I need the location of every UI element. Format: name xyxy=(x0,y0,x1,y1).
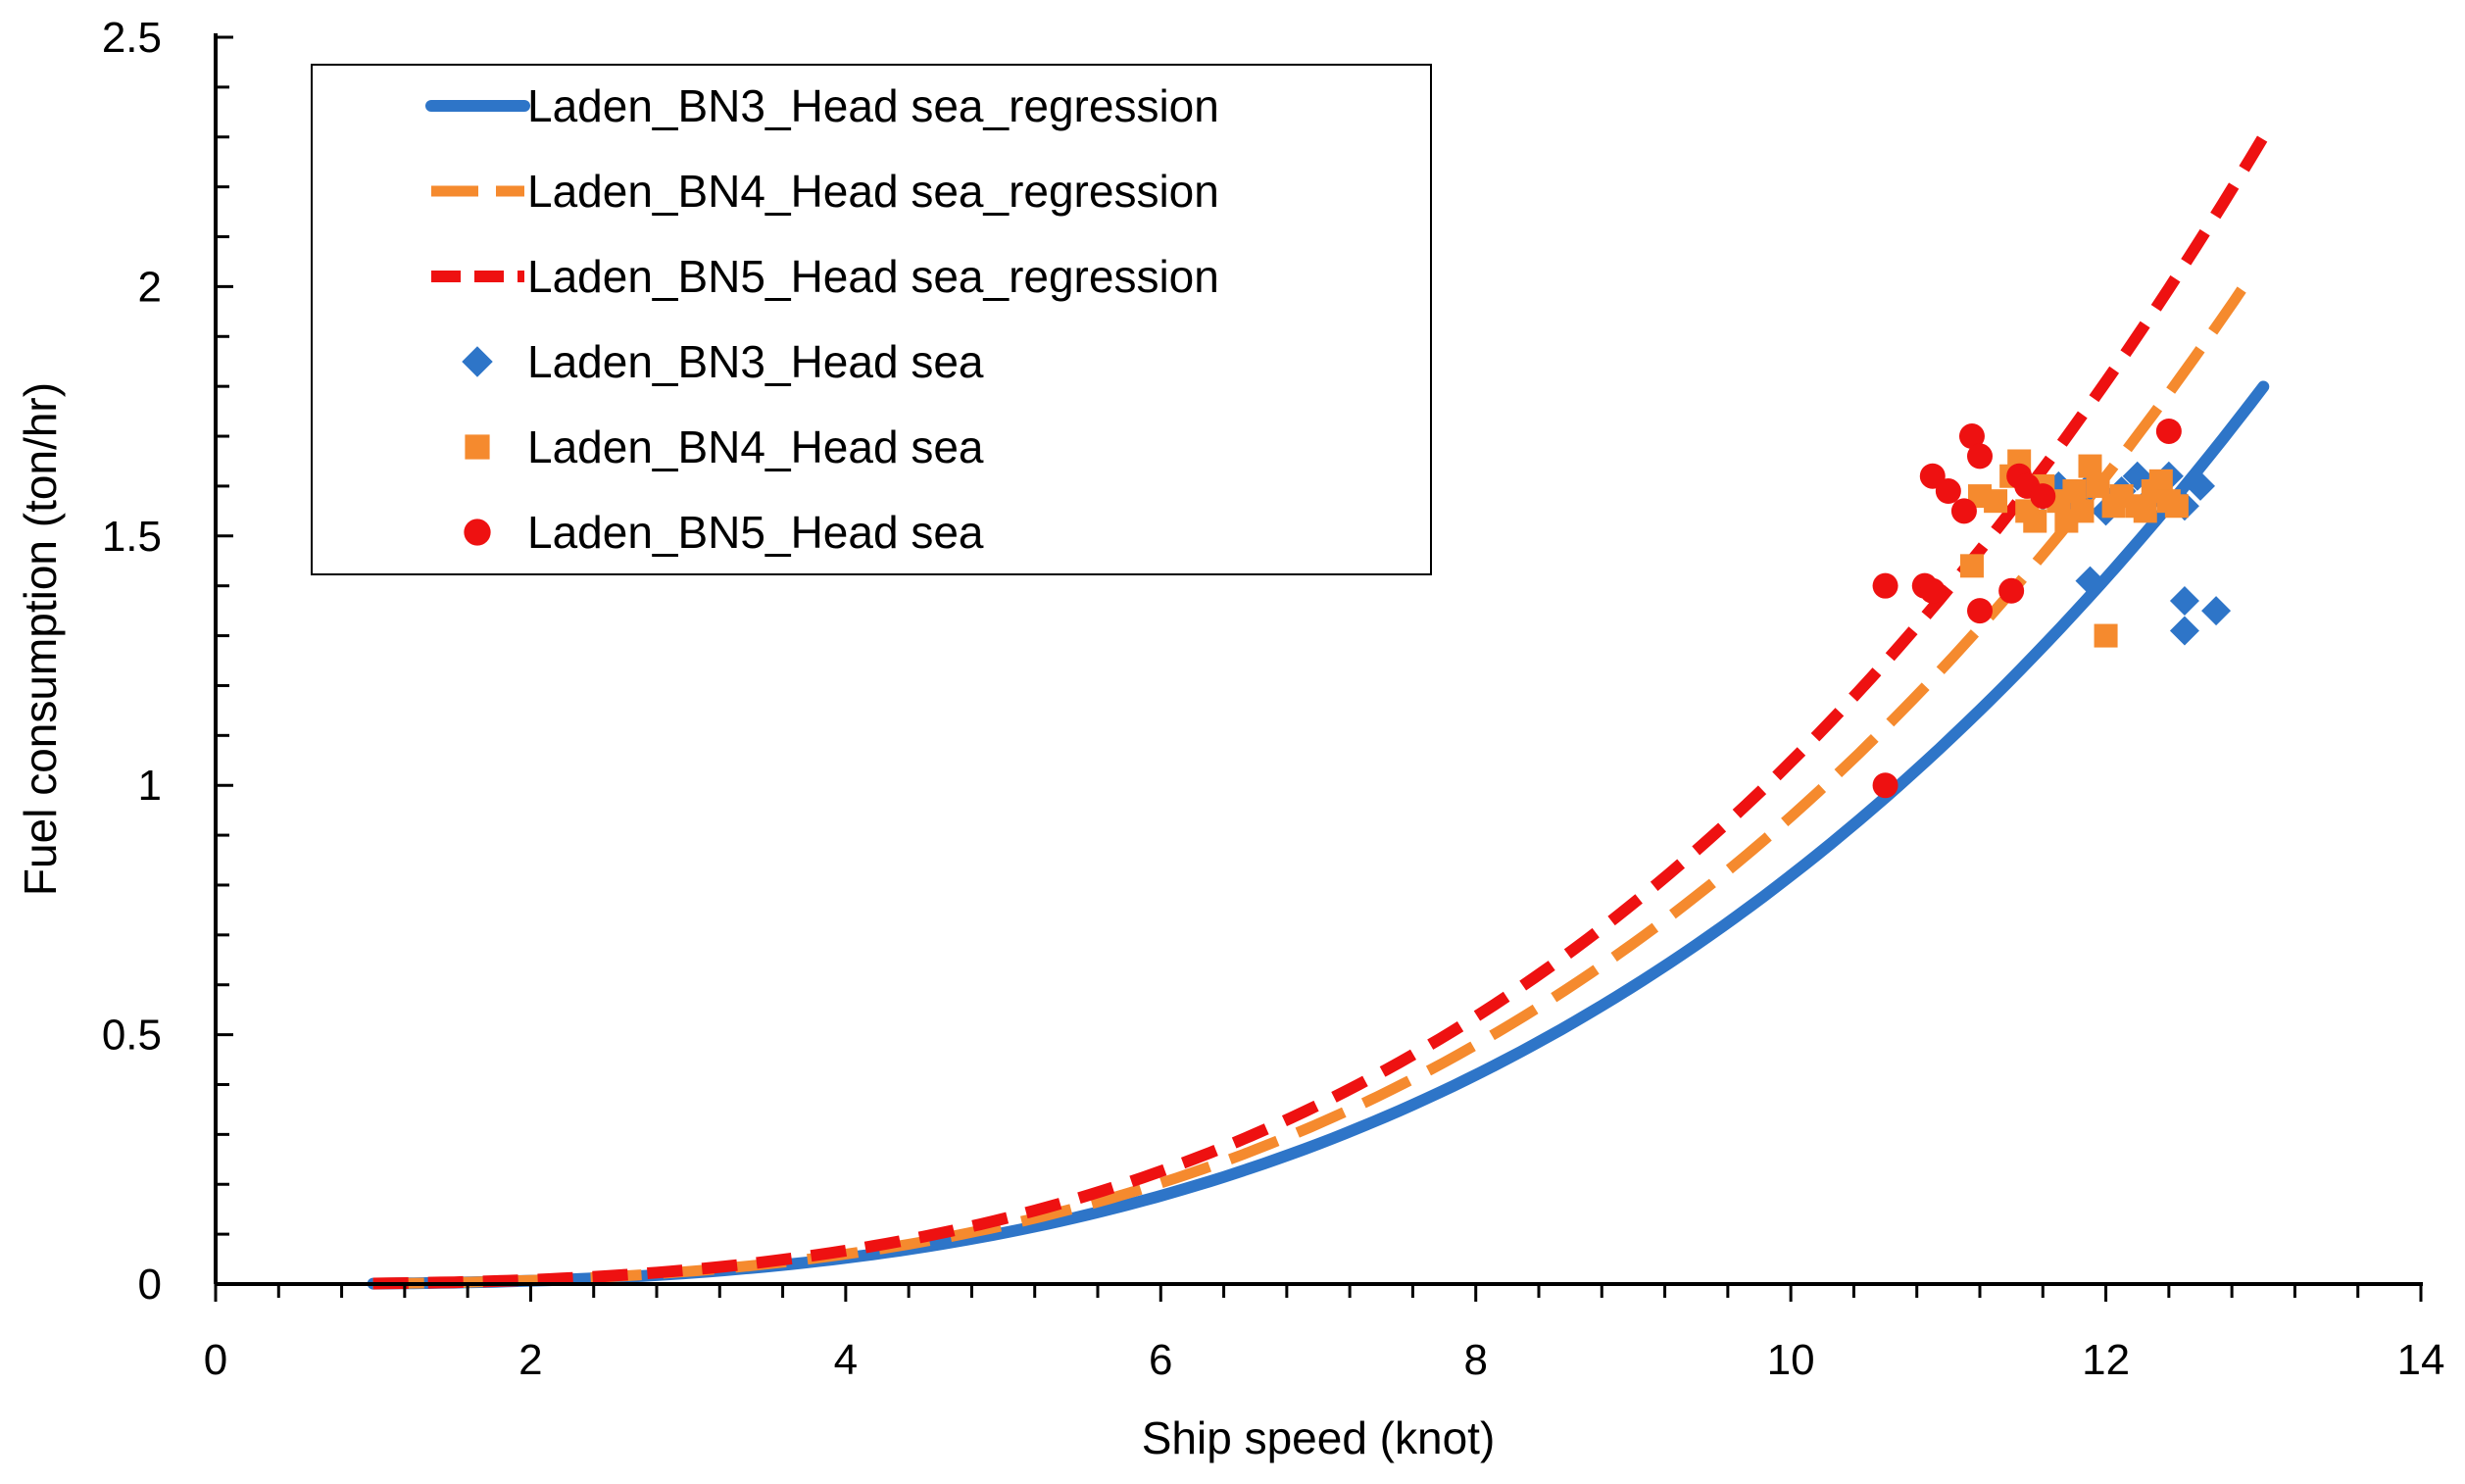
legend-label: Laden_BN4_Head sea xyxy=(527,421,984,472)
x-tick-label: 14 xyxy=(2397,1336,2445,1384)
data-point-series-2-3 xyxy=(1984,489,2008,514)
y-tick-label: 2.5 xyxy=(102,14,162,62)
data-point-series-1-5 xyxy=(2075,566,2105,596)
x-tick-label: 10 xyxy=(1767,1336,1815,1384)
data-point-series-2-12 xyxy=(2070,499,2095,523)
y-tick-label: 1.5 xyxy=(102,513,162,561)
tick-labels: 0 2 4 6 8 10 12 14 0 0.5 1 1.5 2 2.5 xyxy=(102,14,2445,1384)
y-axis-title: Fuel consumption (ton/hr) xyxy=(15,382,66,896)
data-point-series-2-11 xyxy=(2062,479,2087,504)
data-point-series-2-19 xyxy=(2133,499,2157,523)
x-tick-label: 8 xyxy=(1463,1336,1487,1384)
legend-marker-swatch xyxy=(465,434,490,460)
data-point-series-1-12 xyxy=(2169,585,2199,616)
data-point-series-3-15 xyxy=(2155,418,2182,444)
x-tick-label: 2 xyxy=(518,1336,542,1384)
legend-label: Laden_BN3_Head sea xyxy=(527,336,984,387)
axes xyxy=(214,33,2423,1302)
x-axis-title: Ship speed (knot) xyxy=(1142,1412,1496,1463)
data-point-series-1-13 xyxy=(2169,616,2199,646)
data-point-series-3-8 xyxy=(1958,423,1985,450)
legend-box xyxy=(311,64,1432,575)
y-tick-label: 0.5 xyxy=(102,1012,162,1060)
data-point-series-3-6 xyxy=(1935,478,1961,505)
data-point-series-3-1 xyxy=(1872,572,1898,599)
legend-label: Laden_BN5_Head sea_regression xyxy=(527,251,1219,302)
x-tick-label: 12 xyxy=(2082,1336,2130,1384)
data-point-series-2-23 xyxy=(2164,494,2189,519)
x-tick-label: 4 xyxy=(834,1336,858,1384)
legend: Laden_BN3_Head sea_regression Laden_BN4_H… xyxy=(311,64,1432,575)
data-point-series-2-13 xyxy=(2078,454,2102,478)
data-point-series-3-9 xyxy=(1967,598,1993,624)
data-point-series-3-4 xyxy=(1919,577,1946,604)
legend-label: Laden_BN3_Head sea_regression xyxy=(527,80,1219,131)
y-tick-label: 0 xyxy=(138,1261,162,1309)
legend-label: Laden_BN5_Head sea xyxy=(527,507,984,558)
data-point-series-3-2 xyxy=(1872,772,1898,799)
data-point-series-3-14 xyxy=(2030,483,2056,510)
legend-marker-swatch xyxy=(462,346,493,377)
data-point-series-3-11 xyxy=(1998,577,2025,604)
data-point-series-2-15 xyxy=(2094,623,2118,648)
data-point-series-2-7 xyxy=(2023,509,2047,533)
data-point-series-1-14 xyxy=(2186,470,2215,501)
y-tick-label: 2 xyxy=(138,263,162,311)
regression-line-2 xyxy=(372,277,2252,1289)
data-point-series-3-7 xyxy=(1950,498,1977,524)
regression-line-3 xyxy=(372,133,2269,1290)
data-point-series-2-21 xyxy=(2148,469,2173,493)
data-point-series-3-10 xyxy=(1967,443,1993,470)
legend-marker-swatch xyxy=(464,519,491,546)
data-point-series-2-14 xyxy=(2086,473,2110,498)
legend-label: Laden_BN4_Head sea_regression xyxy=(527,166,1219,217)
x-tick-label: 6 xyxy=(1149,1336,1172,1384)
y-tick-label: 1 xyxy=(138,762,162,810)
data-point-series-1-15 xyxy=(2201,596,2232,626)
data-point-series-2-1 xyxy=(1959,554,1984,578)
regression-curves xyxy=(367,133,2270,1290)
scatter-points xyxy=(1872,418,2232,799)
x-tick-label: 0 xyxy=(204,1336,227,1384)
